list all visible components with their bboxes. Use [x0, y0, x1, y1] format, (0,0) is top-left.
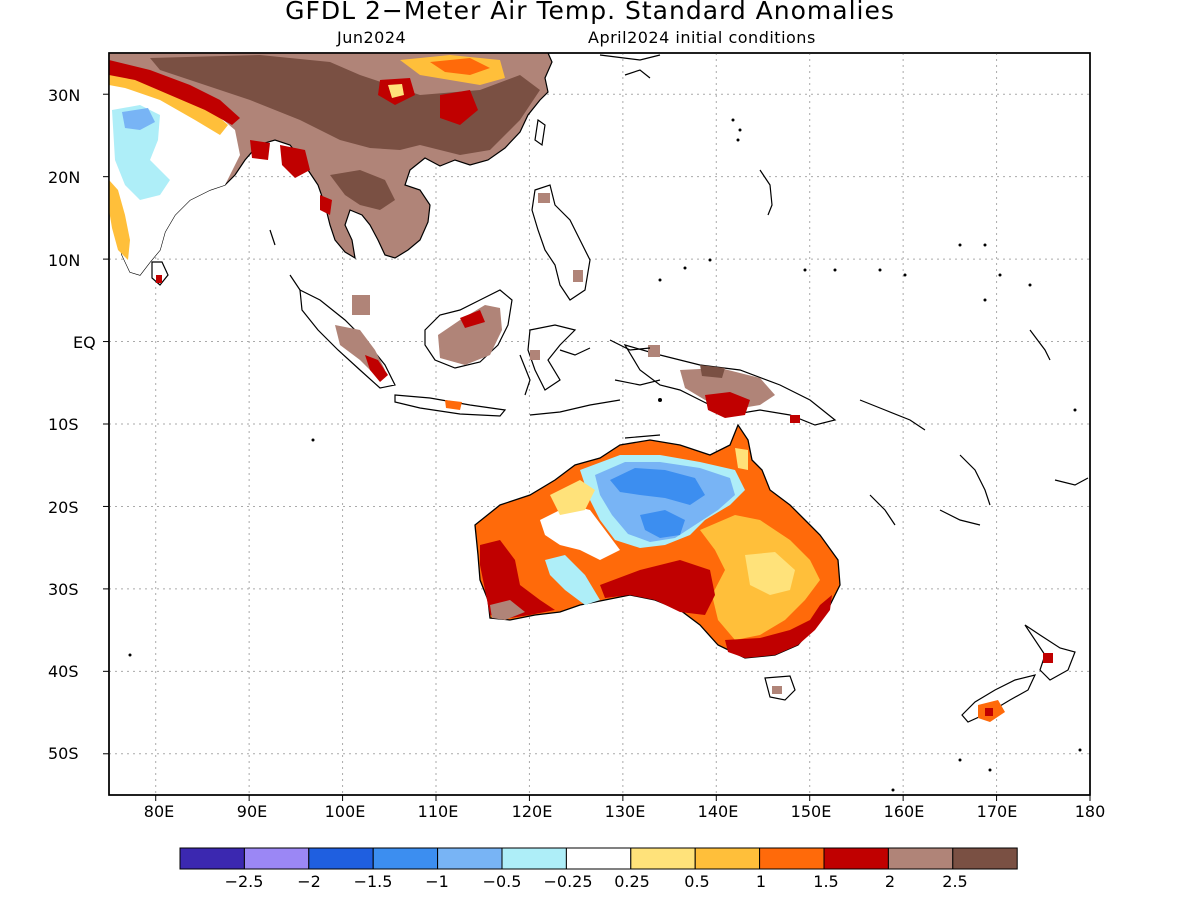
myanmar-red — [280, 145, 310, 178]
grid-lines — [103, 53, 1091, 801]
map-frame — [108, 52, 1091, 796]
colorbar-swatch — [630, 847, 696, 870]
asia-dark-anomaly-2 — [330, 170, 395, 210]
colorbar-swatch — [759, 847, 825, 870]
colorbar-label: −0.25 — [543, 872, 593, 891]
lon-label-180: 180 — [1074, 802, 1106, 821]
colorbar-label: 0.25 — [614, 872, 650, 891]
new-guinea-red — [705, 392, 750, 418]
colorbar-label: 2.5 — [942, 872, 968, 891]
lon-label-160e: 160E — [883, 802, 925, 821]
colorbar-label: −1.5 — [353, 872, 393, 891]
philippines-brown-2 — [573, 270, 583, 282]
new-guinea-dark — [700, 365, 725, 378]
lat-label-20n: 20N — [48, 168, 81, 187]
australia-yellow-east-inner — [745, 552, 795, 595]
australia-neutral-sw — [545, 555, 600, 605]
malaya-brown — [352, 295, 370, 315]
colorbar-label: 2 — [884, 872, 896, 891]
colorbar-label: 1.5 — [813, 872, 839, 891]
lat-label-30n: 30N — [48, 86, 81, 105]
sea-red — [320, 195, 332, 215]
colorbar-swatch — [952, 847, 1018, 870]
lat-label-10n: 10N — [48, 251, 81, 270]
colorbar-label: 0.5 — [684, 872, 710, 891]
australia-red-south — [600, 560, 715, 615]
colorbar — [179, 847, 1018, 870]
colorbar-swatch — [372, 847, 439, 870]
nz-south-red — [985, 708, 993, 716]
australia-darkblue-center-2 — [640, 510, 685, 538]
map-title: GFDL 2−Meter Air Temp. Standard Anomalie… — [285, 0, 895, 25]
india-blue-patch — [112, 105, 170, 200]
borneo-red — [460, 310, 485, 328]
australia-darkblue-center — [610, 468, 705, 505]
land-layer — [109, 53, 1089, 792]
lon-label-110e: 110E — [417, 802, 459, 821]
java-orange — [445, 400, 462, 410]
india-blue-patch-2 — [122, 108, 155, 130]
lon-label-170e: 170E — [976, 802, 1018, 821]
new-guinea-red-2 — [790, 415, 800, 423]
colorbar-swatch — [887, 847, 954, 870]
sumatra-red — [365, 355, 388, 382]
lon-label-100e: 100E — [324, 802, 366, 821]
colorbar-label: −1 — [425, 872, 449, 891]
colorbar-swatch — [565, 847, 632, 870]
taiwan — [534, 118, 546, 147]
bangladesh-red — [250, 140, 270, 160]
australia-red-west — [480, 540, 555, 618]
australia-red-se — [725, 595, 832, 658]
small-island-dots — [128, 118, 1082, 792]
lon-label-90e: 90E — [236, 802, 268, 821]
pacific-islands — [269, 54, 1089, 526]
colorbar-swatch — [501, 847, 567, 870]
colorbar-swatch — [823, 847, 889, 870]
colorbar-swatch — [694, 847, 761, 870]
colorbar-label: −2.5 — [224, 872, 264, 891]
australia-yellow-band — [550, 480, 595, 515]
colorbar-swatch — [179, 847, 245, 870]
lat-label-50s: 50S — [48, 744, 79, 763]
india-red-north — [109, 60, 240, 125]
lat-label-eq: EQ — [73, 333, 96, 352]
map-border — [108, 52, 1091, 796]
philippines-brown — [538, 193, 550, 203]
colorbar-label: −0.5 — [482, 872, 522, 891]
china-hot-patch — [430, 58, 490, 75]
lon-label-140e: 140E — [697, 802, 739, 821]
cape-york-yellow — [735, 448, 748, 470]
lon-label-120e: 120E — [511, 802, 553, 821]
lon-label-130e: 130E — [604, 802, 646, 821]
new-guinea-brown-2 — [648, 345, 660, 357]
lat-label-10s: 10S — [48, 415, 79, 434]
borneo-brown — [438, 305, 502, 365]
china-yellow-dot — [388, 84, 404, 98]
colorbar-swatch — [243, 847, 310, 870]
initial-conditions: April2024 initial conditions — [588, 28, 816, 47]
colorbar-swatch — [308, 847, 374, 870]
nz-north-red — [1043, 653, 1053, 663]
colorbar-label: 1 — [755, 872, 767, 891]
india-orange-west — [109, 180, 130, 260]
lat-label-40s: 40S — [48, 662, 79, 681]
lat-label-20s: 20S — [48, 498, 79, 517]
lon-label-150e: 150E — [790, 802, 832, 821]
sulawesi-brown — [530, 350, 540, 360]
colorbar-label: −2 — [297, 872, 321, 891]
colorbar-swatch — [437, 847, 503, 870]
tasmania-brown — [772, 686, 782, 694]
china-red-patch-2 — [440, 90, 478, 125]
australia-neutral-band — [540, 505, 620, 560]
lat-label-30s: 30S — [48, 580, 79, 599]
australia-brown-west — [490, 600, 525, 620]
lon-label-80e: 80E — [143, 802, 175, 821]
new-guinea-brown — [680, 368, 775, 410]
asia-dark-anomaly — [150, 55, 540, 155]
forecast-month: Jun2024 — [337, 28, 407, 47]
india-orange-north — [109, 68, 228, 135]
sri-lanka-red — [156, 275, 162, 283]
